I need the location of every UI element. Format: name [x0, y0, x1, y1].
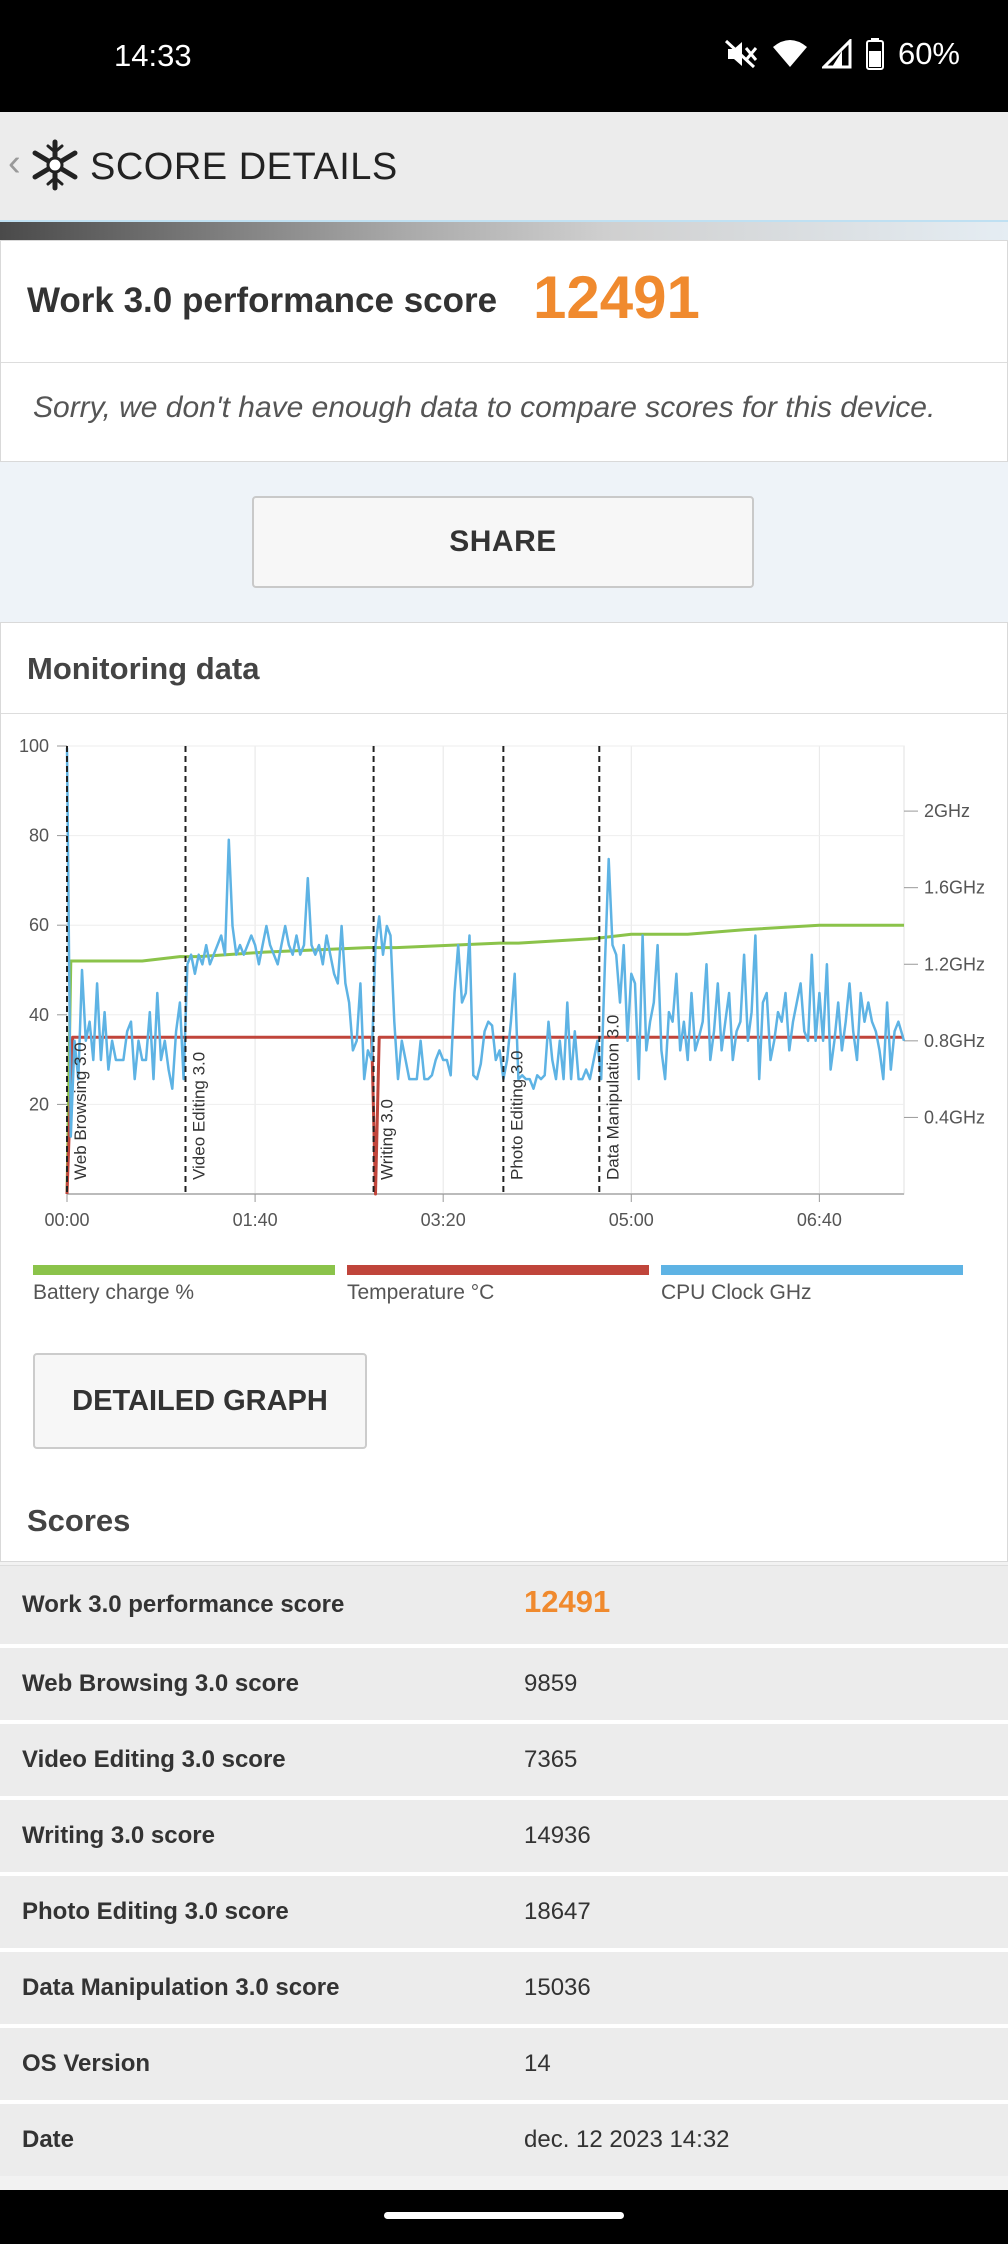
y-left-tick-label: 60 — [29, 915, 49, 935]
summary-score-label: Work 3.0 performance score — [27, 281, 498, 320]
battery-icon — [865, 38, 884, 70]
row-value: dec. 12 2023 14:32 — [524, 2126, 730, 2153]
scores-table: Work 3.0 performance score 12491 Web Bro… — [0, 1565, 1008, 2176]
battery-percent: 60% — [897, 36, 960, 71]
home-gesture-handle[interactable] — [384, 2212, 624, 2219]
cellular-signal-icon — [821, 39, 852, 69]
row-label: Video Editing 3.0 score — [22, 1746, 286, 1773]
y-left-tick-label: 40 — [29, 1005, 49, 1025]
monitoring-card: Monitoring data 00:00 01:40 03:20 05:00 06:4… — [0, 622, 1008, 1562]
summary-score-card: Work 3.0 performance score 12491 Sorry, … — [0, 240, 1008, 462]
y-right-tick-label: 1.2GHz — [924, 954, 985, 974]
row-value: 15036 — [524, 1974, 591, 2001]
row-value: 12491 — [524, 1584, 611, 1619]
legend-item-cpu-clock: CPU Clock GHz — [661, 1265, 963, 1305]
row-value: 14 — [524, 2050, 551, 2077]
row-label: OS Version — [22, 2050, 151, 2077]
row-label: Work 3.0 performance score — [22, 1591, 345, 1618]
x-tick-label: 05:00 — [609, 1210, 654, 1230]
scores-heading: Scores — [27, 1503, 131, 1538]
y-left-tick-label: 80 — [29, 826, 49, 846]
share-button[interactable]: SHARE — [252, 496, 754, 588]
monitoring-chart: 00:00 01:40 03:20 05:00 06:40 100 80 60 40 20 2GHz… — [19, 736, 985, 1230]
x-tick-label: 06:40 — [797, 1210, 842, 1230]
table-row: Date dec. 12 2023 14:32 — [0, 2100, 1008, 2176]
series-line-cpu-clock — [65, 747, 906, 1138]
divider — [1, 713, 1007, 714]
table-row: Work 3.0 performance score 12491 — [0, 1565, 1008, 1644]
comparison-note: Sorry, we don't have enough data to comp… — [33, 391, 936, 424]
phase-label: Data Manipulation 3.0 — [603, 1015, 622, 1180]
legend-swatch — [33, 1265, 335, 1275]
mute-icon — [724, 39, 758, 69]
wifi-icon — [772, 40, 807, 67]
status-icons: 60% — [724, 36, 960, 72]
table-row: Photo Editing 3.0 score 18647 — [0, 1872, 1008, 1948]
status-time: 14:33 — [114, 38, 192, 73]
row-label: Web Browsing 3.0 score — [22, 1670, 299, 1697]
banner-image-strip — [0, 222, 1008, 240]
phase-label: Video Editing 3.0 — [189, 1052, 208, 1180]
row-label: Date — [22, 2126, 75, 2153]
app-bar: ‹ SCORE DETAILS — [0, 112, 1008, 223]
table-row: Web Browsing 3.0 score 9859 — [0, 1644, 1008, 1720]
y-right-tick-label: 1.6GHz — [924, 878, 985, 898]
snowflake-logo-icon — [32, 139, 78, 191]
row-value: 7365 — [524, 1746, 578, 1773]
series-line-battery — [65, 923, 904, 1195]
row-value: 18647 — [524, 1898, 591, 1925]
detailed-graph-button[interactable]: DETAILED GRAPH — [33, 1353, 367, 1449]
row-label: Photo Editing 3.0 score — [22, 1898, 289, 1925]
phase-label: Web Browsing 3.0 — [71, 1042, 90, 1180]
y-right-tick-label: 0.4GHz — [924, 1107, 985, 1127]
summary-score-value: 12491 — [533, 264, 700, 331]
divider — [1, 362, 1007, 363]
x-tick-label: 00:00 — [44, 1210, 89, 1230]
y-left-tick-label: 20 — [29, 1094, 49, 1114]
page-title: SCORE DETAILS — [90, 146, 398, 188]
row-label: Data Manipulation 3.0 score — [22, 1974, 340, 2001]
y-right-tick-label: 2GHz — [924, 801, 970, 821]
back-arrow-icon[interactable]: ‹ — [8, 142, 21, 184]
legend-label: CPU Clock GHz — [661, 1281, 812, 1304]
table-row: Data Manipulation 3.0 score 15036 — [0, 1948, 1008, 2024]
x-tick-label: 03:20 — [421, 1210, 466, 1230]
system-nav-bar — [0, 2190, 1008, 2244]
table-row: OS Version 14 — [0, 2024, 1008, 2100]
legend-swatch — [347, 1265, 649, 1275]
x-tick-label: 01:40 — [233, 1210, 278, 1230]
legend-item-temperature: Temperature °C — [347, 1265, 649, 1305]
table-row: Writing 3.0 score 14936 — [0, 1796, 1008, 1872]
phase-label: Writing 3.0 — [378, 1099, 397, 1180]
y-left-tick-label: 100 — [19, 736, 49, 756]
phase-label: Photo Editing 3.0 — [507, 1051, 526, 1180]
row-label: Writing 3.0 score — [22, 1822, 215, 1849]
y-right-tick-label: 0.8GHz — [924, 1031, 985, 1051]
legend-label: Battery charge % — [33, 1281, 195, 1304]
status-bar: 14:33 60% — [0, 0, 1008, 112]
legend-item-battery: Battery charge % — [33, 1265, 335, 1305]
share-section: SHARE — [0, 462, 1008, 622]
row-value: 9859 — [524, 1670, 578, 1697]
monitoring-heading: Monitoring data — [27, 651, 260, 686]
table-row: Video Editing 3.0 score 7365 — [0, 1720, 1008, 1796]
legend-swatch — [661, 1265, 963, 1275]
legend-label: Temperature °C — [347, 1281, 495, 1304]
row-value: 14936 — [524, 1822, 591, 1849]
